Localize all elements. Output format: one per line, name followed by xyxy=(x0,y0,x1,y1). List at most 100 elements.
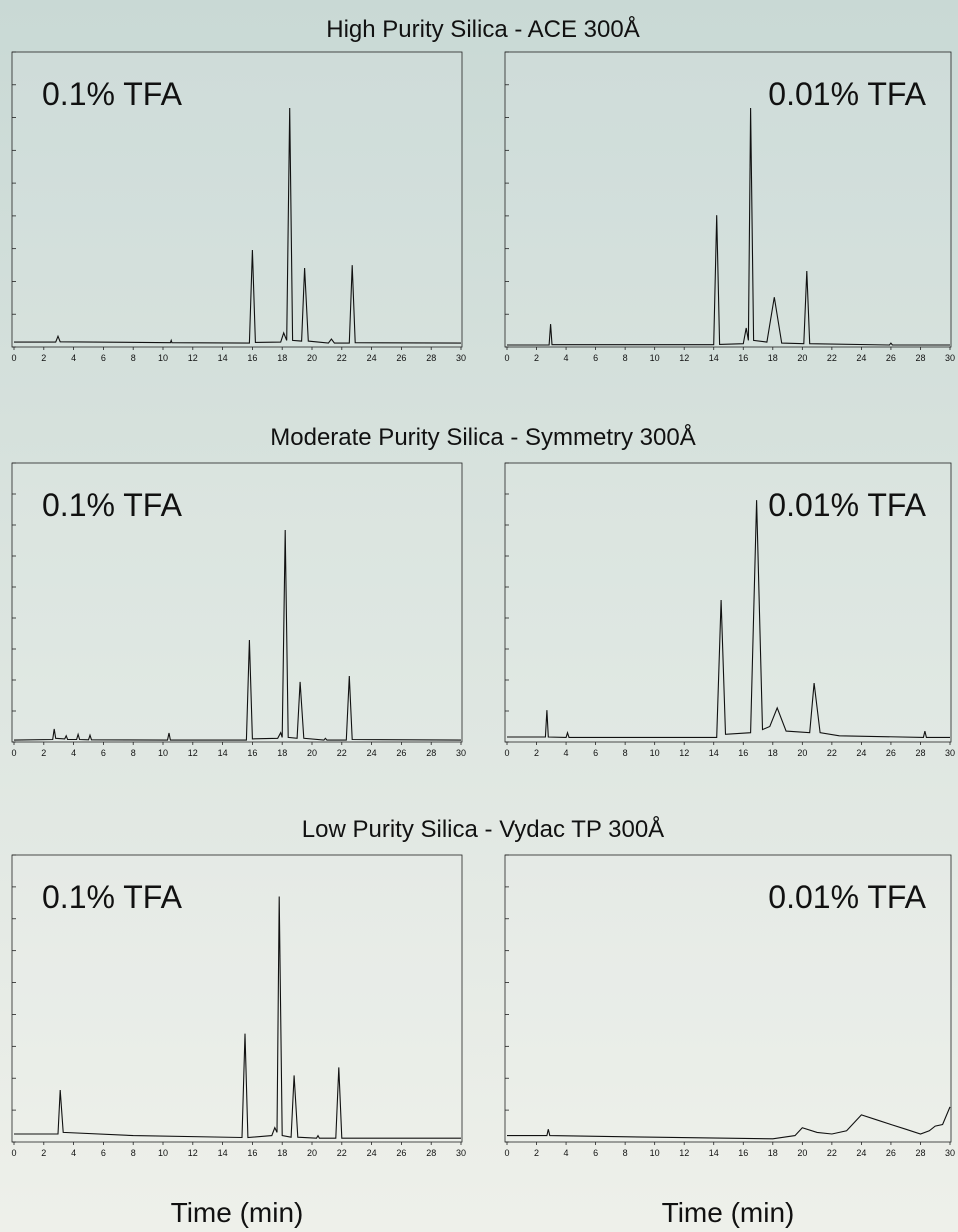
x-tick-label: 22 xyxy=(827,1148,837,1158)
x-tick-label: 4 xyxy=(564,1148,569,1158)
plot-frame xyxy=(11,51,463,348)
x-tick-label: 4 xyxy=(71,748,76,758)
x-tick-label: 16 xyxy=(738,1148,748,1158)
x-tick-label: 18 xyxy=(768,748,778,758)
x-tick-label: 10 xyxy=(158,748,168,758)
x-tick-label: 8 xyxy=(131,1148,136,1158)
x-tick-label: 22 xyxy=(827,748,837,758)
trace xyxy=(14,896,461,1139)
plot-frame xyxy=(11,462,463,743)
annotation: 0.1% TFA xyxy=(42,487,183,523)
x-tick-label: 10 xyxy=(158,353,168,363)
x-tick-label: 16 xyxy=(247,353,257,363)
x-tick-label: 28 xyxy=(915,748,925,758)
x-tick-label: 14 xyxy=(709,748,719,758)
x-tick-label: 12 xyxy=(679,1148,689,1158)
x-tick-label: 22 xyxy=(337,1148,347,1158)
x-tick-label: 10 xyxy=(650,1148,660,1158)
x-tick-label: 6 xyxy=(593,353,598,363)
x-tick-label: 20 xyxy=(797,748,807,758)
x-tick-label: 24 xyxy=(856,353,866,363)
x-tick-label: 0 xyxy=(504,748,509,758)
x-tick-label: 14 xyxy=(218,353,228,363)
x-tick-label: 10 xyxy=(650,748,660,758)
x-tick-label: 26 xyxy=(886,353,896,363)
x-tick-label: 20 xyxy=(307,1148,317,1158)
section-title: High Purity Silica - ACE 300Å xyxy=(326,15,639,43)
plot-frame xyxy=(504,462,952,743)
x-tick-label: 20 xyxy=(797,353,807,363)
annotation: 0.01% TFA xyxy=(768,487,926,523)
x-tick-label: 2 xyxy=(41,353,46,363)
x-tick-label: 2 xyxy=(534,748,539,758)
x-tick-label: 26 xyxy=(396,1148,406,1158)
x-tick-label: 4 xyxy=(564,748,569,758)
x-tick-label: 28 xyxy=(915,1148,925,1158)
x-tick-label: 10 xyxy=(158,1148,168,1158)
x-tick-label: 18 xyxy=(277,353,287,363)
x-tick-label: 4 xyxy=(71,353,76,363)
x-tick-label: 30 xyxy=(456,353,466,363)
x-tick-label: 24 xyxy=(367,748,377,758)
x-tick-label: 30 xyxy=(945,353,955,363)
x-tick-label: 10 xyxy=(650,353,660,363)
x-tick-label: 2 xyxy=(41,748,46,758)
x-tick-label: 0 xyxy=(11,748,16,758)
trace xyxy=(507,500,950,738)
x-tick-label: 0 xyxy=(504,1148,509,1158)
x-tick-label: 12 xyxy=(188,748,198,758)
x-tick-label: 12 xyxy=(188,353,198,363)
x-tick-label: 6 xyxy=(101,748,106,758)
x-tick-label: 12 xyxy=(679,353,689,363)
x-tick-label: 12 xyxy=(188,1148,198,1158)
x-tick-label: 14 xyxy=(218,1148,228,1158)
x-tick-label: 6 xyxy=(593,748,598,758)
x-tick-label: 18 xyxy=(277,748,287,758)
x-tick-label: 4 xyxy=(564,353,569,363)
x-tick-label: 20 xyxy=(307,748,317,758)
x-tick-label: 28 xyxy=(915,353,925,363)
plot-frame xyxy=(504,854,952,1143)
x-tick-label: 22 xyxy=(827,353,837,363)
x-tick-label: 20 xyxy=(797,1148,807,1158)
x-tick-label: 4 xyxy=(71,1148,76,1158)
trace xyxy=(507,1106,951,1140)
x-tick-label: 28 xyxy=(426,748,436,758)
x-tick-label: 8 xyxy=(623,1148,628,1158)
x-tick-label: 0 xyxy=(11,1148,16,1158)
x-tick-label: 2 xyxy=(534,1148,539,1158)
x-tick-label: 16 xyxy=(247,1148,257,1158)
x-tick-label: 6 xyxy=(593,1148,598,1158)
section-title: Moderate Purity Silica - Symmetry 300Å xyxy=(270,423,695,451)
x-tick-label: 8 xyxy=(131,353,136,363)
x-tick-label: 22 xyxy=(337,748,347,758)
x-tick-label: 22 xyxy=(337,353,347,363)
x-tick-label: 26 xyxy=(886,748,896,758)
trace xyxy=(14,107,462,344)
x-tick-label: 0 xyxy=(11,353,16,363)
x-tick-label: 28 xyxy=(426,353,436,363)
x-tick-label: 30 xyxy=(945,748,955,758)
x-tick-label: 16 xyxy=(738,748,748,758)
x-tick-label: 18 xyxy=(277,1148,287,1158)
x-tick-label: 16 xyxy=(738,353,748,363)
x-tick-label: 20 xyxy=(307,353,317,363)
x-tick-label: 12 xyxy=(679,748,689,758)
x-tick-label: 16 xyxy=(247,748,257,758)
x-tick-label: 14 xyxy=(709,1148,719,1158)
annotation: 0.1% TFA xyxy=(42,879,183,915)
trace xyxy=(507,107,950,346)
plot-frame xyxy=(11,854,463,1143)
x-tick-label: 14 xyxy=(709,353,719,363)
x-tick-label: 26 xyxy=(396,353,406,363)
section-title: Low Purity Silica - Vydac TP 300Å xyxy=(302,815,664,843)
trace xyxy=(13,529,462,741)
x-tick-label: 8 xyxy=(131,748,136,758)
x-tick-label: 8 xyxy=(623,353,628,363)
annotation: 0.01% TFA xyxy=(768,879,926,915)
plot-frame xyxy=(504,51,952,348)
x-tick-label: 2 xyxy=(41,1148,46,1158)
